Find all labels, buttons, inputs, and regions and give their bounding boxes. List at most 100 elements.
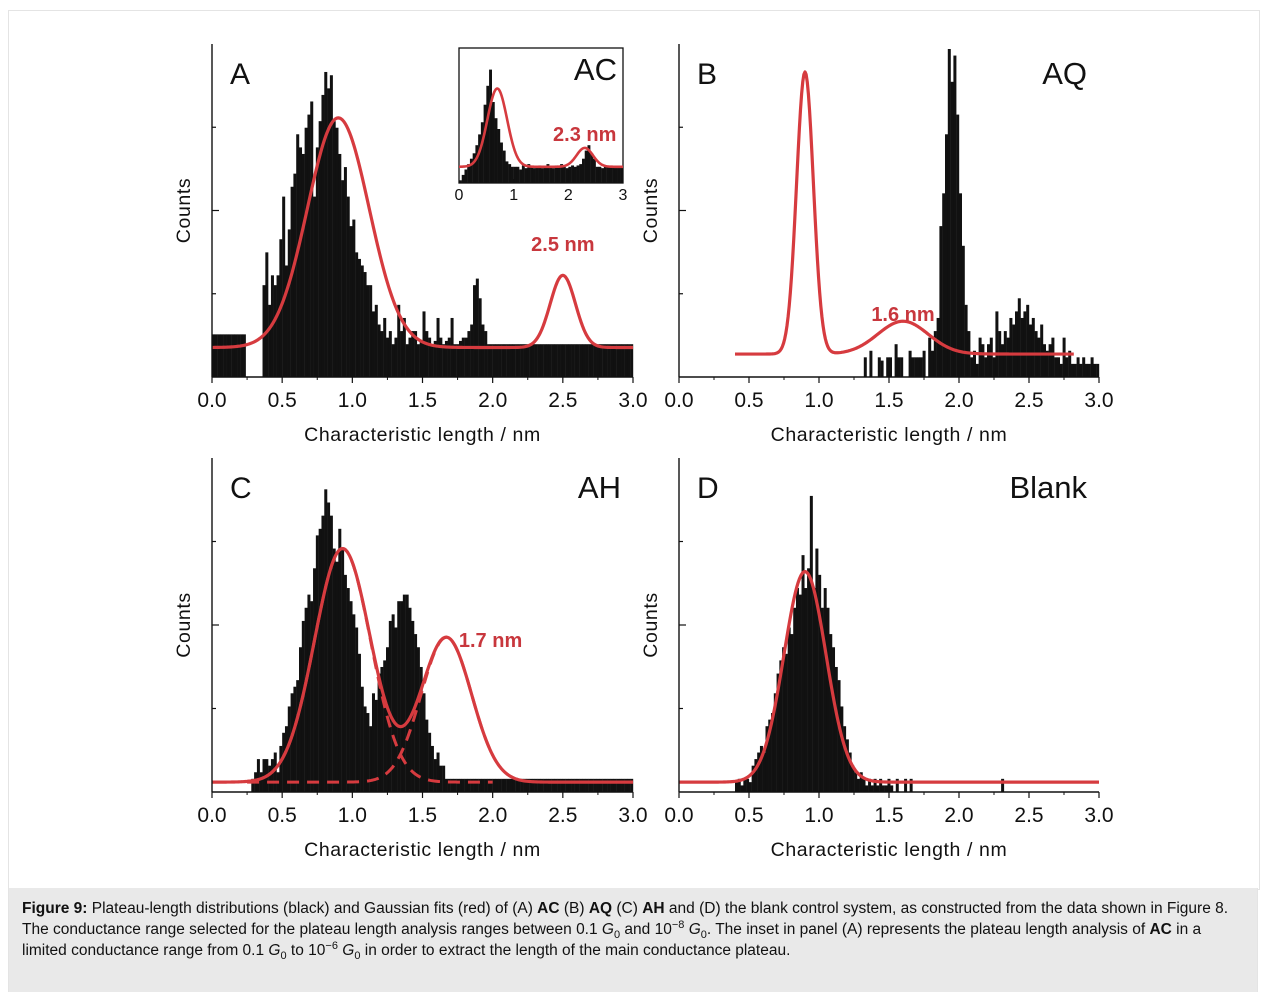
histogram-bar xyxy=(318,528,322,792)
histogram-bar xyxy=(900,357,904,377)
histogram-bar xyxy=(801,555,805,792)
histogram-bar xyxy=(242,334,246,377)
x-tick-label: 1.5 xyxy=(408,804,437,827)
histogram-bar xyxy=(599,778,603,792)
histogram-bar xyxy=(897,357,901,377)
histogram-bar xyxy=(523,778,527,792)
x-tick-label: 2.0 xyxy=(478,389,507,412)
histogram-bar xyxy=(453,778,457,792)
inset-histogram-bar xyxy=(543,166,547,183)
histogram-bar xyxy=(613,778,617,792)
panel-name: AH xyxy=(578,470,621,505)
histogram-bar xyxy=(529,778,533,792)
inset-peak-annotation: 2.3 nm xyxy=(553,124,616,146)
histogram-bar xyxy=(329,75,333,378)
histogram-bar xyxy=(430,344,434,377)
histogram-bar xyxy=(1076,357,1080,377)
histogram-bar xyxy=(1082,357,1086,377)
x-tick-label: 0.5 xyxy=(268,389,297,412)
x-tick-label: 0.5 xyxy=(734,389,763,412)
histogram-bar xyxy=(870,785,874,792)
inset-histogram-bar xyxy=(483,104,487,183)
histogram-bar xyxy=(366,713,370,792)
histogram-bar xyxy=(565,778,569,792)
histogram-bar xyxy=(1045,350,1049,377)
panel-name: AQ xyxy=(1042,56,1087,91)
peak-annotation: 1.6 nm xyxy=(871,304,934,326)
x-tick-label: 2.0 xyxy=(478,804,507,827)
x-tick-label: 1.5 xyxy=(874,389,903,412)
histogram-bar xyxy=(953,55,957,378)
figure-caption: Figure 9: Plateau-length distributions (… xyxy=(8,888,1258,992)
histogram-bar xyxy=(240,334,244,377)
histogram-bar xyxy=(798,594,802,792)
histogram-bar xyxy=(226,334,230,377)
histogram-bar xyxy=(574,778,578,792)
panel-c: 0.0 0.5 1.0 1.5 2.0 2.5 3.0 Characteristic leng… xyxy=(173,458,648,861)
histogram-bar xyxy=(869,350,873,377)
caption-text: (B) xyxy=(559,900,589,917)
histogram-bar xyxy=(911,357,915,377)
histogram-bar xyxy=(602,778,606,792)
panel-letter: D xyxy=(697,472,719,505)
histogram-bar xyxy=(779,660,783,792)
inset-x-tick-label: 0 xyxy=(455,187,464,204)
inset-histogram-bar xyxy=(598,166,602,183)
histogram-bar xyxy=(593,344,597,377)
histogram-bar xyxy=(604,778,608,792)
histogram-bar xyxy=(540,778,544,792)
x-tick-label: 2.0 xyxy=(944,804,973,827)
histogram-bar xyxy=(315,147,319,377)
histogram-bars xyxy=(251,489,634,792)
histogram-bar xyxy=(416,647,420,792)
histogram-bar xyxy=(470,324,474,377)
panel-b: 0.0 0.5 1.0 1.5 2.0 2.5 3.0 Characteristic leng… xyxy=(640,44,1114,446)
histogram-bar xyxy=(374,304,378,377)
histogram-bar xyxy=(481,778,485,792)
histogram-bar xyxy=(1023,311,1027,377)
histogram-bar xyxy=(397,601,401,792)
histogram-bar xyxy=(442,765,446,792)
caption-superscript: −8 xyxy=(671,918,685,931)
histogram-bar xyxy=(352,219,356,377)
caption-text: in order to extract the length of the ma… xyxy=(360,942,791,959)
histogram-bar xyxy=(1017,298,1021,377)
y-axis-title: Counts xyxy=(173,178,195,243)
histogram-bar xyxy=(607,778,611,792)
histogram-bar xyxy=(1071,363,1074,377)
histogram-bar xyxy=(531,344,535,377)
gaussian-fit-curve xyxy=(211,116,634,350)
inset-histogram-bar xyxy=(562,166,566,183)
caption-compound: AH xyxy=(642,900,665,917)
histogram-bar xyxy=(895,778,899,792)
histogram-bar xyxy=(984,357,988,377)
histogram-bar xyxy=(394,337,398,377)
inset-histogram-bar xyxy=(568,166,572,183)
histogram-bar xyxy=(383,660,387,792)
histogram-bar xyxy=(304,607,308,792)
inset-histogram-bar xyxy=(480,122,484,183)
histogram-bar xyxy=(251,778,255,792)
histogram-bar xyxy=(517,778,521,792)
histogram-bar xyxy=(919,357,923,377)
histogram-bar xyxy=(405,594,409,792)
histogram-bar xyxy=(442,344,446,377)
histogram-bar xyxy=(458,778,462,792)
histogram-bar xyxy=(512,778,516,792)
histogram-bar xyxy=(335,561,339,792)
histogram-bar xyxy=(324,489,328,792)
histogram-bar xyxy=(978,337,982,377)
histogram-bar xyxy=(548,778,552,792)
histogram-bar xyxy=(338,528,342,792)
histogram-bar xyxy=(388,620,392,792)
histogram-bar xyxy=(890,785,894,792)
caption-subscript: 0 xyxy=(613,929,621,942)
histogram-bar xyxy=(214,334,218,377)
histogram-bar xyxy=(865,785,869,792)
histogram-bar xyxy=(964,304,968,377)
histogram-bar xyxy=(357,653,361,792)
inset-histogram-bar xyxy=(595,166,599,183)
histogram-bar xyxy=(1068,350,1072,377)
histogram-bar xyxy=(444,778,448,792)
histogram-bar xyxy=(908,350,912,377)
